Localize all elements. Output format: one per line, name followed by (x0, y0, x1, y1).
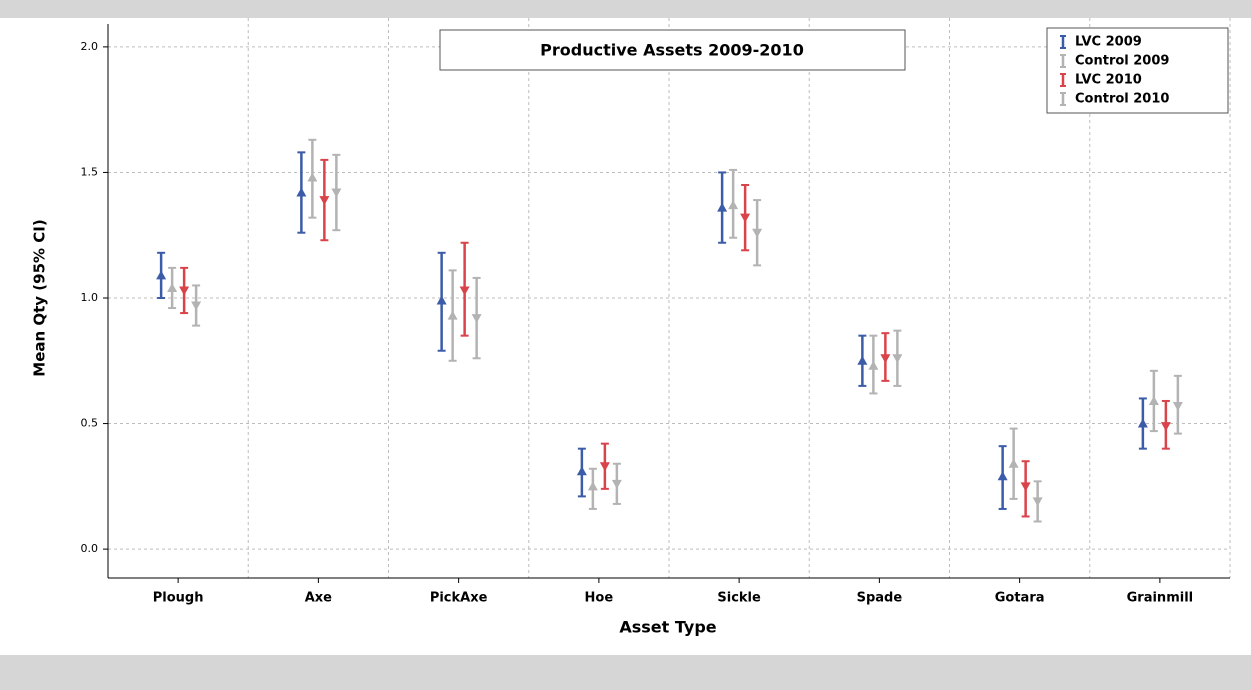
marker (1032, 497, 1043, 507)
y-tick-label: 2.0 (81, 40, 99, 53)
marker (880, 354, 891, 364)
marker (1148, 395, 1159, 405)
y-tick-label: 1.0 (81, 291, 99, 304)
x-tick-label: Axe (305, 591, 332, 606)
legend-label: LVC 2009 (1075, 35, 1142, 50)
x-tick-label: Spade (857, 591, 903, 606)
marker (752, 228, 763, 238)
marker (857, 355, 868, 365)
x-tick-label: Plough (153, 591, 204, 606)
y-tick-label: 0.5 (81, 417, 99, 430)
marker (179, 286, 190, 296)
y-tick-label: 0.0 (81, 542, 99, 555)
marker (599, 462, 610, 472)
marker (296, 187, 307, 197)
legend-label: Control 2009 (1075, 54, 1169, 69)
title-box (439, 29, 906, 71)
x-tick-label: Sickle (717, 591, 761, 606)
legend-box (1046, 27, 1229, 114)
marker (1008, 458, 1019, 468)
marker (1160, 422, 1171, 432)
y-axis-label: Mean Qty (95% CI) (31, 219, 49, 376)
x-axis-label: Asset Type (619, 618, 716, 637)
marker (436, 295, 447, 305)
legend-label: Control 2010 (1075, 92, 1169, 107)
x-tick-label: Gotara (995, 591, 1045, 606)
marker (1172, 401, 1183, 411)
marker (892, 354, 903, 364)
marker (728, 200, 739, 210)
marker (997, 471, 1008, 481)
marker (611, 479, 622, 489)
x-tick-label: Grainmill (1127, 591, 1193, 606)
chart-title: Productive Assets 2009-2010 (540, 41, 804, 60)
marker (717, 202, 728, 212)
x-tick-label: PickAxe (430, 591, 488, 606)
marker (167, 282, 178, 292)
marker (740, 213, 751, 223)
marker (331, 188, 342, 198)
chart-panel (0, 18, 1251, 655)
marker (156, 270, 167, 280)
marker (319, 196, 330, 206)
legend-label: LVC 2010 (1075, 73, 1142, 88)
marker (1137, 418, 1148, 428)
marker (576, 466, 587, 476)
marker (459, 286, 470, 296)
marker (587, 481, 598, 491)
marker (868, 360, 879, 370)
marker (447, 310, 458, 320)
marker (471, 314, 482, 324)
marker (191, 301, 202, 311)
marker (1020, 482, 1031, 492)
y-tick-label: 1.5 (81, 165, 99, 178)
marker (307, 172, 318, 182)
x-tick-label: Hoe (585, 591, 614, 606)
